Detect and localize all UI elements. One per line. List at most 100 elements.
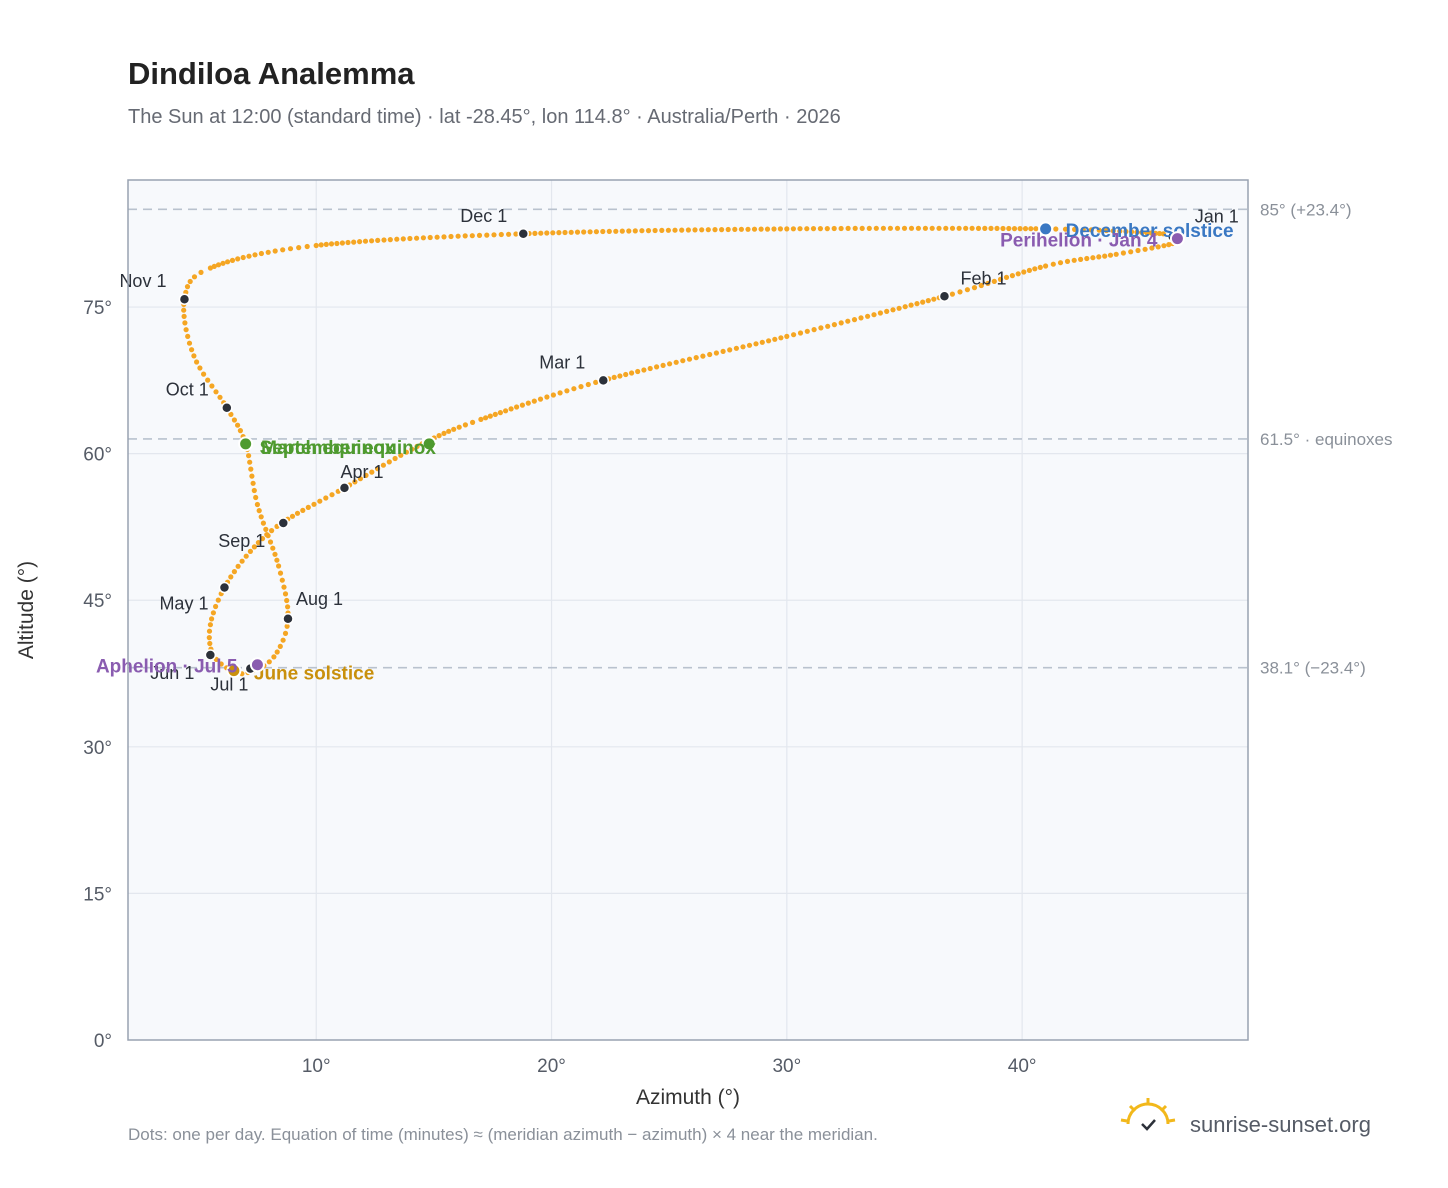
event-label: September equinox: [260, 438, 437, 459]
daily-dot: [1015, 271, 1021, 277]
daily-dot: [427, 234, 433, 241]
month-marker: [204, 649, 217, 661]
daily-dot: [1000, 225, 1006, 232]
daily-dot: [713, 350, 720, 356]
daily-dot: [246, 253, 252, 259]
month-marker-label: May 1: [159, 594, 208, 614]
daily-dot: [810, 226, 817, 232]
daily-dot: [491, 232, 497, 238]
daily-dot: [831, 225, 837, 232]
daily-dot: [1088, 227, 1094, 233]
daily-dot: [914, 301, 920, 307]
daily-dot: [1113, 251, 1119, 257]
daily-dot: [263, 526, 269, 533]
daily-dot: [700, 353, 706, 359]
daily-dot: [508, 406, 514, 412]
reference-line-label: 61.5° · equinoxes: [1260, 430, 1393, 449]
daily-dot: [557, 390, 563, 396]
daily-dot: [201, 371, 207, 377]
daily-dot: [578, 384, 584, 390]
daily-dot: [866, 225, 872, 231]
daily-dot: [225, 259, 231, 265]
daily-dot: [352, 479, 358, 485]
daily-dot: [764, 226, 771, 232]
daily-dot: [784, 333, 790, 339]
daily-dot: [1028, 226, 1034, 232]
daily-dot: [191, 353, 197, 359]
daily-dot: [745, 226, 751, 232]
daily-dot: [600, 228, 606, 235]
daily-dot: [873, 225, 879, 231]
daily-dot: [705, 227, 711, 233]
daily-dot: [211, 263, 217, 269]
daily-dot: [707, 351, 713, 358]
daily-dot: [210, 610, 216, 616]
daily-dot: [564, 388, 570, 394]
daily-dot: [386, 459, 392, 465]
daily-dot: [250, 480, 256, 486]
daily-dot: [571, 386, 577, 392]
daily-dot: [641, 367, 647, 373]
daily-dot: [660, 362, 666, 368]
daily-dot: [294, 510, 301, 516]
sun-logo-icon: [1120, 1098, 1176, 1131]
daily-dot: [197, 365, 203, 371]
daily-dot: [611, 374, 617, 380]
event-marker: [421, 436, 437, 452]
daily-dot: [1026, 267, 1032, 273]
grid-lines: [128, 180, 1248, 1040]
month-marker: [218, 581, 231, 594]
month-marker: [938, 290, 951, 303]
axis-ticks: 10° 20° 30° 40° 0° 15° 30° 45° 60° 75°: [83, 298, 1036, 1077]
daily-dot: [271, 654, 277, 660]
plot-area: 85° (+23.4°) 61.5° · equinoxes 38.1° (−23.…: [96, 179, 1393, 1041]
daily-dot: [414, 235, 420, 241]
x-axis-label: Azimuth (°): [636, 1086, 740, 1109]
daily-dot: [243, 553, 249, 559]
daily-dot: [1160, 231, 1166, 237]
daily-dot: [733, 345, 740, 351]
daily-dot: [901, 225, 908, 231]
daily-dot: [305, 504, 311, 510]
daily-dot: [751, 226, 758, 232]
daily-dot: [1064, 258, 1071, 264]
event-marker: [238, 436, 254, 452]
daily-dot: [925, 298, 931, 304]
daily-dot: [673, 359, 679, 365]
daily-dot: [908, 302, 914, 308]
month-marker-label: Oct 1: [166, 380, 209, 400]
daily-dot: [617, 373, 623, 379]
daily-dot: [282, 591, 289, 597]
daily-dot: [902, 304, 908, 310]
daily-dot: [525, 400, 531, 406]
daily-dot: [719, 227, 725, 233]
daily-dot: [652, 227, 658, 234]
chart-subtitle: The Sun at 12:00 (standard time) · lat -…: [128, 106, 841, 128]
daily-dot: [581, 229, 587, 235]
daily-dot: [351, 239, 357, 245]
daily-dot: [699, 227, 705, 233]
event-marker: [226, 663, 242, 679]
daily-dot: [213, 389, 219, 395]
daily-dot: [943, 225, 949, 231]
footnote: Dots: one per day. Equation of time (min…: [128, 1125, 878, 1144]
daily-dot: [253, 494, 259, 501]
daily-dot: [824, 226, 830, 232]
daily-dot: [963, 225, 969, 231]
daily-dot: [778, 335, 784, 341]
brand-name: sunrise-sunset.org: [1190, 1112, 1371, 1137]
daily-dot: [556, 230, 562, 236]
month-marker-label: Dec 1: [460, 206, 507, 226]
daily-dot: [623, 371, 629, 378]
month-marker: [221, 401, 233, 414]
daily-dot: [1128, 249, 1134, 255]
daily-dot: [1110, 228, 1116, 234]
daily-dot: [218, 661, 224, 667]
daily-dot: [363, 472, 369, 478]
daily-dot: [323, 495, 329, 501]
daily-dot: [931, 296, 937, 302]
daily-dot: [497, 410, 503, 416]
daily-dot: [871, 312, 877, 318]
daily-dot: [207, 265, 213, 271]
